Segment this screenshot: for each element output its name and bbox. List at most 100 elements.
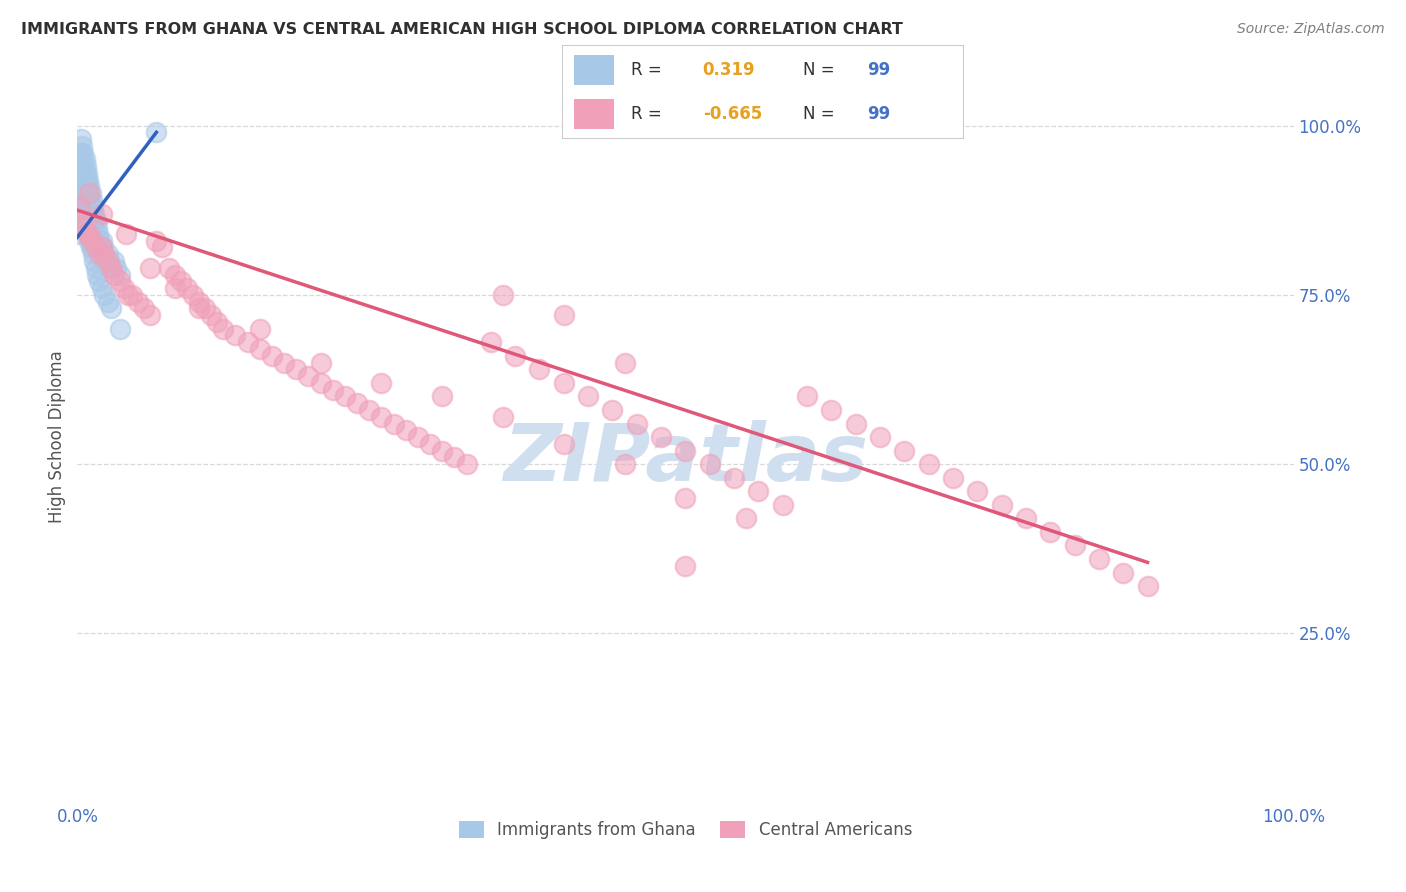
Point	[82, 200, 104, 214]
Point	[322, 383, 344, 397]
Point	[370, 376, 392, 390]
Point	[67, 213, 90, 227]
Point	[893, 443, 915, 458]
Point	[382, 417, 405, 431]
Point	[869, 430, 891, 444]
Point	[90, 240, 112, 254]
Point	[139, 260, 162, 275]
Point	[80, 193, 103, 207]
Point	[772, 498, 794, 512]
Point	[97, 294, 120, 309]
Point	[699, 457, 721, 471]
Point	[77, 227, 100, 241]
Point	[100, 301, 122, 316]
Point	[70, 179, 93, 194]
Point	[70, 132, 93, 146]
Point	[115, 227, 138, 241]
Point	[70, 172, 93, 186]
Point	[723, 471, 745, 485]
Point	[796, 389, 818, 403]
Point	[70, 159, 93, 173]
Point	[188, 301, 211, 316]
Point	[100, 260, 122, 275]
Point	[70, 145, 93, 160]
Point	[79, 227, 101, 241]
Point	[82, 213, 104, 227]
Point	[83, 254, 105, 268]
Point	[97, 254, 120, 268]
Point	[200, 308, 222, 322]
Point	[297, 369, 319, 384]
Point	[1039, 524, 1062, 539]
Point	[75, 213, 97, 227]
Point	[84, 240, 107, 254]
Legend: Immigrants from Ghana, Central Americans: Immigrants from Ghana, Central Americans	[451, 814, 920, 846]
Point	[333, 389, 356, 403]
Point	[359, 403, 381, 417]
Point	[443, 450, 465, 465]
Point	[100, 260, 122, 275]
Point	[73, 206, 96, 220]
Point	[73, 193, 96, 207]
Point	[117, 288, 139, 302]
Point	[73, 179, 96, 194]
Point	[735, 511, 758, 525]
Point	[70, 213, 93, 227]
Point	[72, 145, 94, 160]
Point	[845, 417, 868, 431]
Point	[79, 179, 101, 194]
Point	[97, 254, 120, 268]
Point	[121, 288, 143, 302]
Point	[76, 220, 98, 235]
Point	[83, 206, 105, 220]
Point	[675, 491, 697, 505]
Text: N =: N =	[803, 61, 834, 78]
Point	[69, 186, 91, 201]
Point	[89, 247, 111, 261]
Point	[249, 342, 271, 356]
Text: 99: 99	[868, 105, 890, 123]
Point	[194, 301, 217, 316]
Point	[93, 247, 115, 261]
Text: -0.665: -0.665	[703, 105, 762, 123]
Point	[76, 166, 98, 180]
Point	[1015, 511, 1038, 525]
FancyBboxPatch shape	[575, 99, 614, 129]
Point	[273, 355, 295, 369]
Point	[224, 328, 246, 343]
Point	[69, 159, 91, 173]
Point	[86, 220, 108, 235]
Point	[86, 268, 108, 282]
Point	[91, 240, 114, 254]
Point	[89, 234, 111, 248]
Point	[87, 227, 110, 241]
Text: ZIPatlas: ZIPatlas	[503, 420, 868, 498]
Point	[76, 179, 98, 194]
Point	[97, 247, 120, 261]
Point	[205, 315, 228, 329]
Text: 0.319: 0.319	[703, 61, 755, 78]
Point	[83, 220, 105, 235]
Point	[84, 260, 107, 275]
Point	[70, 186, 93, 201]
Point	[163, 268, 186, 282]
Point	[1112, 566, 1135, 580]
Point	[139, 308, 162, 322]
Point	[75, 159, 97, 173]
Point	[69, 206, 91, 220]
Point	[70, 172, 93, 186]
Point	[152, 240, 174, 254]
Point	[134, 301, 156, 316]
Point	[492, 288, 515, 302]
Point	[249, 322, 271, 336]
Point	[127, 294, 149, 309]
Point	[72, 200, 94, 214]
Point	[112, 281, 135, 295]
Point	[602, 403, 624, 417]
Y-axis label: High School Diploma: High School Diploma	[48, 351, 66, 524]
Point	[69, 172, 91, 186]
Point	[553, 308, 575, 322]
Point	[176, 281, 198, 295]
Point	[157, 260, 180, 275]
Point	[72, 200, 94, 214]
